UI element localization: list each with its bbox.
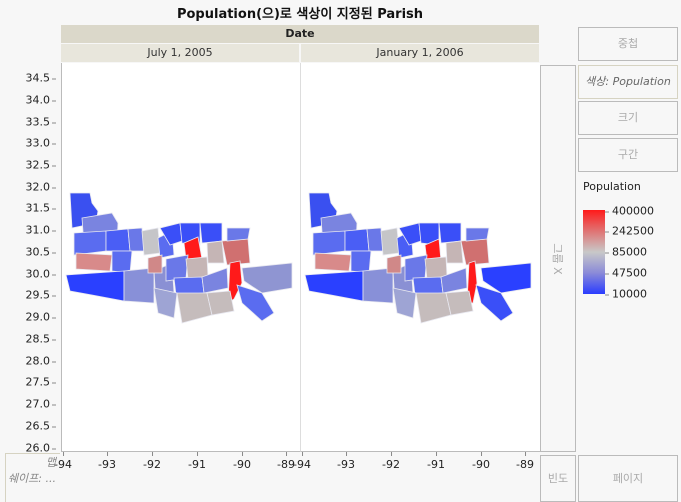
x-tick: -89 [277,452,295,471]
y-tick: 32.0 [26,181,57,194]
y-tick: 27.5 [26,376,57,389]
frequency-drop-zone[interactable]: 빈도 [540,455,576,502]
x-axis-left[interactable]: -94 -93 -92 -91 -90 -89 [54,452,299,472]
x-axis-right[interactable]: -94 -93 -92 -91 -90 -89 [293,452,539,472]
y-tick: 33.0 [26,137,57,150]
legend-label: 242500 [605,224,654,238]
x-tick: -93 [98,452,116,471]
column-header-july-2005[interactable]: July 1, 2005 [61,44,299,62]
y-tick: 34.5 [26,72,57,85]
louisiana-parish-map [65,192,293,324]
y-tick: 28.0 [26,355,57,368]
y-tick: 33.5 [26,116,57,129]
x-tick: -90 [472,452,490,471]
map-panel-july-2005[interactable] [61,63,300,452]
y-tick: 31.0 [26,224,57,237]
overlay-drop-zone[interactable]: 중첩 [578,27,678,61]
y-tick: 31.5 [26,202,57,215]
x-tick: -90 [233,452,251,471]
map-panel-january-2006[interactable] [300,63,540,452]
legend-label: 400000 [605,204,654,218]
y-tick: 26.5 [26,420,57,433]
x-tick: -93 [337,452,355,471]
legend-label: 47500 [605,266,647,280]
group-x-drop-zone[interactable]: 그룹 X [540,65,576,452]
map-shape-label-1: 맵 [45,456,56,469]
y-tick: 29.5 [26,289,57,302]
y-tick: 26.0 [26,442,57,455]
group-x-label: 그룹 X [551,242,564,275]
page-drop-zone[interactable]: 페이지 [578,455,678,502]
y-tick: 27.0 [26,398,57,411]
x-tick: -94 [54,452,72,471]
size-drop-zone[interactable]: 크기 [578,101,678,135]
legend-label: 10000 [605,287,647,301]
x-tick: -91 [188,452,206,471]
x-tick: -92 [382,452,400,471]
color-drop-zone[interactable]: 색상: Population [578,65,678,99]
legend-color-gradient [583,210,605,294]
column-header-january-2006[interactable]: January 1, 2006 [301,44,539,62]
y-tick: 28.5 [26,333,57,346]
y-tick: 34.0 [26,94,57,107]
x-tick: -91 [427,452,445,471]
x-tick: -92 [143,452,161,471]
map-shape-label-2: 쉐이프: ... [7,472,56,485]
map-shape-drop-zone[interactable]: 맵 쉐이프: ... [5,453,60,502]
legend-title: Population [583,180,641,193]
y-axis[interactable]: 34.5 34.0 33.5 33.0 32.5 32.0 31.5 31.0 … [0,63,60,455]
interval-drop-zone[interactable]: 구간 [578,138,678,172]
y-tick: 32.5 [26,159,57,172]
chart-title: Population(으)로 색상이 지정된 Parish [176,7,424,22]
legend-label: 85000 [605,245,647,259]
y-tick: 30.0 [26,268,57,281]
y-tick: 30.5 [26,246,57,259]
y-tick: 29.0 [26,311,57,324]
group-header-date[interactable]: Date [61,25,539,43]
x-tick: -94 [293,452,311,471]
x-tick: -89 [516,452,534,471]
louisiana-parish-map [304,192,532,324]
